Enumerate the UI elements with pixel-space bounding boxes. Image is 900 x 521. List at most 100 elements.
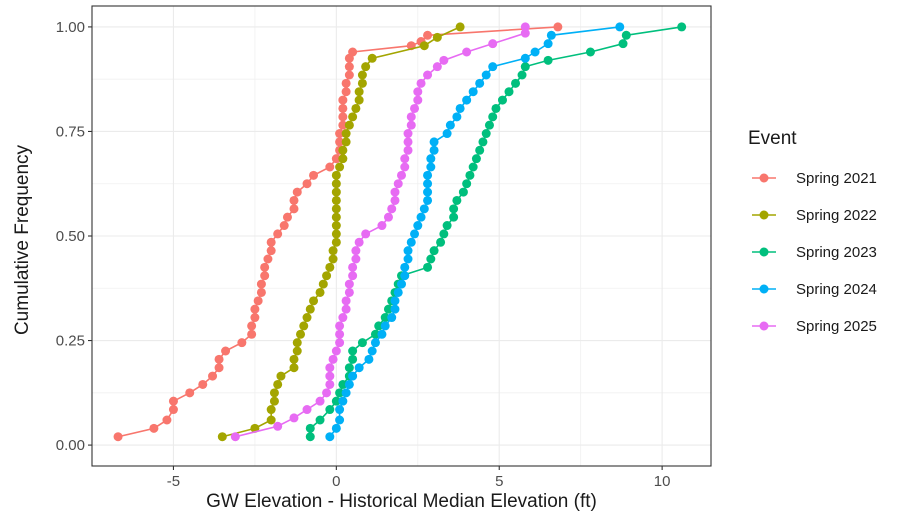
- data-point: [348, 271, 358, 281]
- data-point: [338, 103, 348, 113]
- data-point: [449, 204, 459, 214]
- data-point: [325, 262, 335, 272]
- data-point: [338, 145, 348, 155]
- data-point: [370, 338, 380, 348]
- y-tick-label: 0.50: [56, 228, 85, 245]
- data-point: [423, 70, 433, 80]
- data-point: [520, 62, 530, 72]
- y-tick-label: 1.00: [56, 19, 85, 36]
- data-point: [357, 78, 367, 88]
- data-point: [266, 405, 276, 415]
- data-point: [455, 103, 465, 113]
- data-point: [403, 137, 413, 147]
- data-point: [390, 304, 400, 314]
- data-point: [504, 87, 514, 97]
- data-point: [266, 237, 276, 247]
- data-point: [520, 53, 530, 63]
- data-point: [436, 237, 446, 247]
- data-point: [335, 388, 345, 398]
- data-point: [423, 179, 433, 189]
- data-point: [439, 55, 449, 65]
- data-point: [214, 363, 224, 373]
- data-point: [677, 22, 687, 32]
- data-point: [331, 154, 341, 164]
- data-point: [335, 162, 345, 172]
- data-point: [341, 304, 351, 314]
- data-point: [260, 271, 270, 281]
- legend-item: Spring 2024: [752, 281, 877, 298]
- data-point: [292, 187, 302, 197]
- data-point: [331, 221, 341, 231]
- data-point: [478, 137, 488, 147]
- data-point: [406, 112, 416, 122]
- data-point: [221, 346, 231, 356]
- data-point: [380, 321, 390, 331]
- data-point: [247, 329, 257, 339]
- data-point: [338, 396, 348, 406]
- legend-label: Spring 2021: [796, 170, 877, 187]
- data-point: [335, 338, 345, 348]
- data-point: [393, 287, 403, 297]
- data-point: [452, 112, 462, 122]
- data-point: [279, 221, 289, 231]
- data-point: [335, 415, 345, 425]
- data-point: [292, 346, 302, 356]
- data-point: [442, 221, 452, 231]
- data-point: [341, 296, 351, 306]
- data-point: [341, 87, 351, 97]
- legend-item: Spring 2021: [752, 170, 877, 187]
- data-point: [351, 254, 361, 264]
- data-point: [318, 279, 328, 289]
- data-point: [481, 129, 491, 139]
- data-point: [471, 154, 481, 164]
- data-point: [344, 70, 354, 80]
- data-point: [292, 338, 302, 348]
- data-point: [468, 87, 478, 97]
- data-point: [354, 87, 364, 97]
- data-point: [335, 321, 345, 331]
- data-point: [357, 70, 367, 80]
- data-point: [423, 262, 433, 272]
- data-point: [331, 195, 341, 205]
- data-point: [325, 363, 335, 373]
- data-point: [488, 62, 498, 72]
- data-point: [331, 237, 341, 247]
- series-spring-2025: [230, 22, 530, 442]
- data-point: [488, 39, 498, 49]
- data-point: [426, 154, 436, 164]
- data-point: [250, 304, 260, 314]
- data-point: [266, 246, 276, 256]
- data-point: [377, 329, 387, 339]
- data-point: [354, 363, 364, 373]
- data-point: [383, 304, 393, 314]
- data-point: [475, 145, 485, 155]
- data-point: [413, 87, 423, 97]
- data-point: [250, 313, 260, 323]
- data-point: [344, 120, 354, 130]
- data-point: [621, 30, 631, 40]
- x-tick-label: 0: [332, 473, 340, 490]
- data-point: [302, 313, 312, 323]
- data-point: [305, 432, 315, 442]
- data-point: [348, 47, 358, 57]
- y-tick-label: 0.25: [56, 333, 85, 350]
- data-point: [400, 271, 410, 281]
- data-point: [162, 415, 172, 425]
- data-point: [214, 354, 224, 364]
- data-point: [341, 137, 351, 147]
- data-point: [390, 187, 400, 197]
- y-tick-label: 0.00: [56, 437, 85, 454]
- data-point: [423, 170, 433, 180]
- data-point: [445, 120, 455, 130]
- data-point: [553, 22, 563, 32]
- data-point: [517, 70, 527, 80]
- data-point: [383, 212, 393, 222]
- data-point: [230, 432, 240, 442]
- data-point: [328, 246, 338, 256]
- data-point: [276, 371, 286, 381]
- data-point: [432, 62, 442, 72]
- legend-items: Spring 2021 Spring 2022 Spring 2023 Spring …: [752, 170, 877, 335]
- x-axis-title: GW Elevation - Historical Median Elevati…: [206, 491, 597, 512]
- data-point: [325, 405, 335, 415]
